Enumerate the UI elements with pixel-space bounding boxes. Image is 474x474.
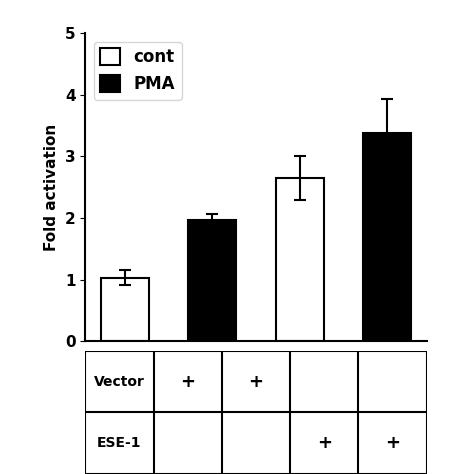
Legend: cont, PMA: cont, PMA — [94, 42, 182, 100]
Text: +: + — [317, 434, 332, 452]
Bar — [363, 133, 411, 341]
Bar — [188, 220, 237, 341]
Text: Vector: Vector — [94, 374, 145, 389]
Text: ESE-1: ESE-1 — [97, 436, 142, 450]
Text: +: + — [385, 434, 400, 452]
Bar — [275, 178, 324, 341]
Y-axis label: Fold activation: Fold activation — [44, 124, 59, 251]
Bar — [101, 278, 149, 341]
Text: +: + — [248, 373, 264, 391]
Text: +: + — [180, 373, 195, 391]
